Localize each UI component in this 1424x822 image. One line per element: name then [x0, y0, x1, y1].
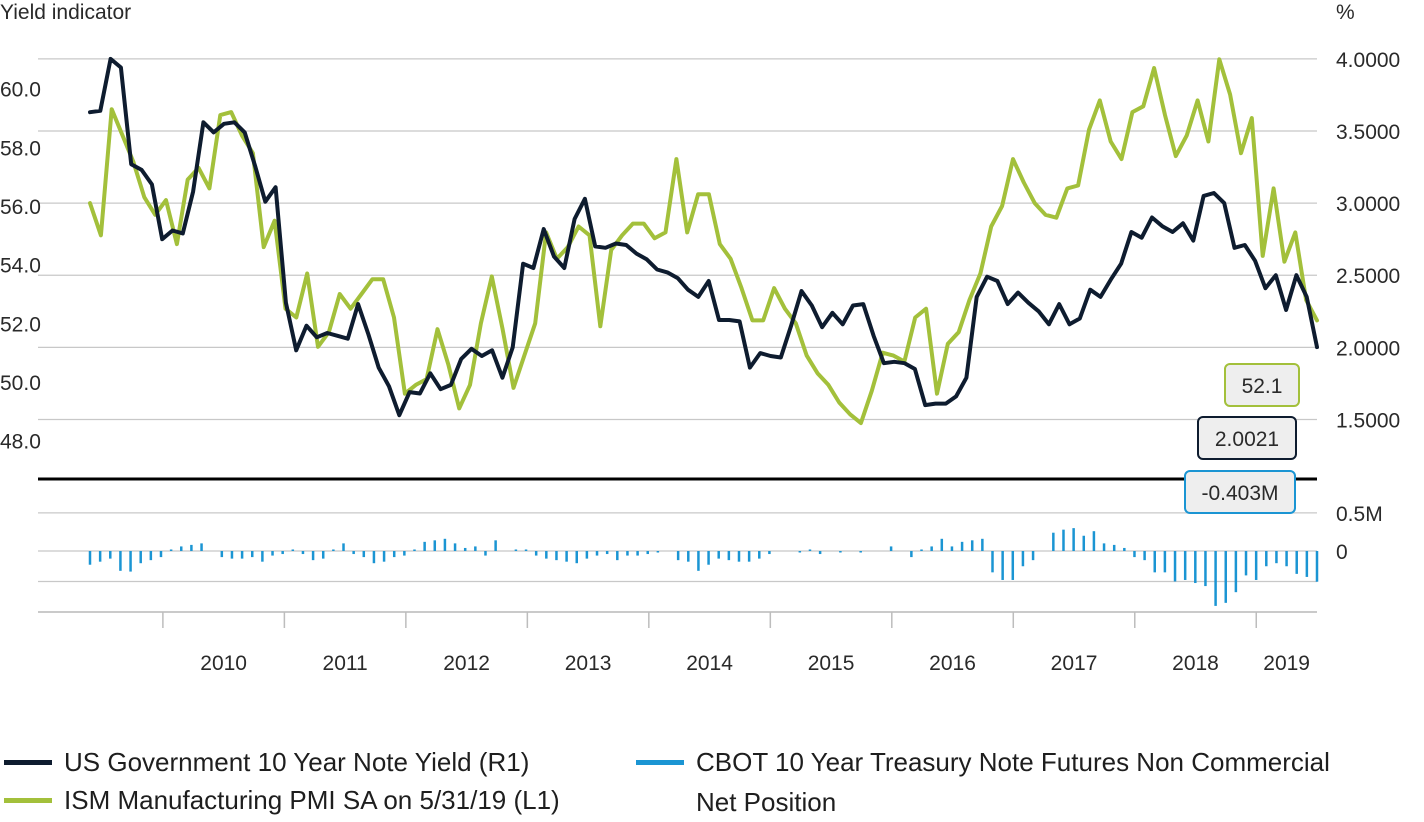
x-axis: 2010 2011 2012 2013 2014 2015 2016 2017 2018 2019 [38, 611, 1317, 675]
left-tick-label: 48.0 [0, 431, 41, 454]
x-tick-label: 2014 [686, 652, 733, 675]
legend-item-cbot-net-position: CBOT 10 Year Treasury Note Futures Non C… [636, 742, 1366, 822]
x-tick-label: 2018 [1172, 652, 1219, 675]
legend-label-ism-pmi: ISM Manufacturing PMI SA on 5/31/19 (L1) [64, 785, 560, 815]
ism-pmi-line [88, 57, 1319, 426]
legend-swatch-cbot-net-position [636, 760, 684, 765]
left-axis-title: Yield indicator [0, 1, 131, 24]
net-position-last-value-box [1184, 470, 1296, 514]
us-yield-last-value-text: 2.0021 [1215, 428, 1279, 451]
ism-pmi-last-value-box [1224, 363, 1300, 407]
us-yield-last-value-box [1197, 416, 1297, 460]
us-yield-line [88, 56, 1319, 418]
legend-label-cbot-net-position: CBOT 10 Year Treasury Note Futures Non C… [696, 747, 1330, 817]
net-position-tick-label: 0 [1336, 541, 1348, 564]
right-axis-ticks: 1.5000 2.0000 2.5000 3.0000 3.5000 4.0000 [1336, 49, 1400, 433]
x-tick-label: 2012 [443, 652, 490, 675]
x-tick-label: 2016 [929, 652, 976, 675]
series-lines [88, 56, 1319, 426]
left-tick-label: 58.0 [0, 137, 41, 160]
legend: US Government 10 Year Note Yield (R1) IS… [0, 738, 1424, 817]
legend-label-us-yield: US Government 10 Year Note Yield (R1) [64, 747, 530, 777]
chart-canvas: Yield indicator % 48.0 50.0 52.0 54.0 56.0 58… [0, 1, 1400, 675]
legend-swatch-us-yield [4, 760, 52, 765]
right-tick-label: 2.0000 [1336, 337, 1400, 360]
left-tick-label: 54.0 [0, 255, 41, 278]
right-tick-label: 4.0000 [1336, 49, 1400, 72]
legend-item-us-yield: US Government 10 Year Note Yield (R1) [4, 742, 529, 782]
x-tick-label: 2017 [1051, 652, 1098, 675]
ism-pmi-last-value-text: 52.1 [1242, 375, 1283, 398]
x-tick-label: 2019 [1263, 652, 1310, 675]
right-tick-label: 1.5000 [1336, 410, 1400, 433]
left-tick-label: 60.0 [0, 79, 41, 102]
net-position-last-value-text: -0.403M [1201, 482, 1278, 505]
x-tick-label: 2013 [565, 652, 612, 675]
left-tick-label: 52.0 [0, 313, 41, 336]
right-axis-title: % [1336, 1, 1355, 24]
x-tick-label: 2011 [323, 652, 368, 675]
value-labels: 52.1 2.0021 -0.403M [1184, 363, 1300, 514]
net-position-tick-label: 0.5M [1336, 503, 1383, 526]
left-tick-label: 56.0 [0, 196, 41, 219]
net-position-bars [88, 528, 1319, 606]
legend-item-ism-pmi: ISM Manufacturing PMI SA on 5/31/19 (L1) [4, 780, 560, 820]
legend-swatch-ism-pmi [4, 798, 52, 803]
x-tick-label: 2010 [200, 652, 247, 675]
left-axis-ticks: 48.0 50.0 52.0 54.0 56.0 58.0 60.0 [0, 79, 41, 454]
right-tick-label: 3.0000 [1336, 193, 1400, 216]
x-tick-label: 2015 [808, 652, 855, 675]
left-tick-label: 50.0 [0, 372, 41, 395]
net-position-axis-ticks: 0.5M 0 [1336, 503, 1383, 564]
right-tick-label: 2.5000 [1336, 265, 1400, 288]
right-tick-label: 3.5000 [1336, 121, 1400, 144]
